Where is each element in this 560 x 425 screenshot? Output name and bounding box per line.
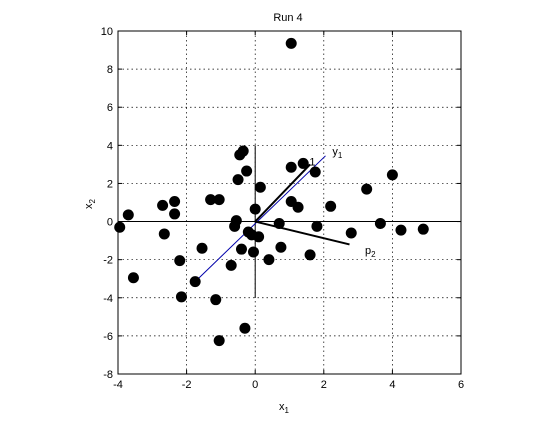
scatter-point: [285, 37, 297, 49]
reference-lines: [118, 145, 461, 298]
scatter-point: [309, 166, 321, 178]
scatter-point: [189, 276, 201, 288]
x-axis-label-main: x: [279, 401, 285, 413]
scatter-point: [395, 224, 407, 236]
x-axis-label-sub: 1: [285, 406, 290, 415]
scatter-point: [213, 194, 225, 206]
scatter-point: [237, 145, 249, 157]
scatter-point: [157, 199, 169, 211]
scatter-point: [205, 194, 217, 206]
scatter-point: [169, 196, 181, 208]
scatter-point: [235, 243, 247, 255]
scatter-point: [292, 201, 304, 213]
direction-line: [194, 155, 326, 282]
vector-line: [254, 163, 311, 223]
vector-line: [254, 220, 350, 246]
scatter-point: [127, 272, 139, 284]
scatter-point: [345, 227, 357, 239]
x-tick-label: -2: [182, 379, 192, 391]
annotation-label: 1: [309, 156, 315, 168]
y-tick-label: -6: [103, 331, 113, 343]
scatter-point: [285, 161, 297, 173]
y-tick-label: 10: [101, 26, 113, 38]
scatter-point: [386, 169, 398, 181]
y-tick-label: 2: [107, 178, 113, 190]
x-tick-label: 2: [321, 379, 327, 391]
y-tick-label: -2: [103, 255, 113, 267]
y-axis-label: x2: [83, 198, 97, 209]
y-axis-label-main: x: [83, 203, 95, 209]
scatter-point: [232, 174, 244, 186]
scatter-point: [174, 255, 186, 267]
x-tick-label: 4: [389, 379, 395, 391]
chart-title: Run 4: [273, 12, 302, 24]
scatter-point: [254, 181, 266, 193]
y-tick-label: 6: [107, 102, 113, 114]
annotation-label: y1: [332, 146, 343, 160]
scatter-point: [253, 231, 265, 243]
y-tick-label: -8: [103, 369, 113, 381]
x-axis-label: x1: [279, 401, 290, 415]
scatter-point: [169, 208, 181, 220]
scatter-point: [361, 183, 373, 195]
scatter-point: [249, 203, 261, 215]
y-tick-label: -4: [103, 293, 113, 305]
scatter-points: [114, 37, 429, 347]
plot-frame: [117, 30, 462, 375]
y-tick-label: 0: [107, 217, 113, 229]
scatter-point: [297, 157, 309, 169]
scatter-point: [230, 215, 242, 227]
scatter-point: [114, 221, 126, 233]
scatter-point: [175, 291, 187, 303]
scatter-point: [241, 165, 253, 177]
scatter-point: [247, 246, 259, 258]
annotation-label: p2: [365, 245, 376, 259]
scatter-point: [213, 335, 225, 347]
y-axis-label-sub: 2: [88, 198, 97, 203]
scatter-point: [311, 220, 323, 232]
x-tick-label: 6: [458, 379, 464, 391]
scatter-point: [374, 217, 386, 229]
scatter-point: [225, 259, 237, 271]
x-tick-label: 0: [252, 379, 258, 391]
scatter-point: [273, 217, 285, 229]
scatter-point: [263, 254, 275, 266]
annotations: y1 p2 1: [309, 146, 376, 259]
scatter-point: [122, 209, 134, 221]
scatter-point: [325, 200, 337, 212]
scatter-point: [275, 241, 287, 253]
scatter-point: [304, 249, 316, 261]
scatter-point: [196, 242, 208, 254]
scatter-point: [158, 228, 170, 240]
x-tick-label: -4: [113, 379, 123, 391]
y-tick-label: 8: [107, 64, 113, 76]
scatter-point: [239, 322, 251, 334]
y-tick-label: 4: [107, 140, 113, 152]
scatter-point: [210, 294, 222, 306]
scatter-point: [417, 223, 429, 235]
